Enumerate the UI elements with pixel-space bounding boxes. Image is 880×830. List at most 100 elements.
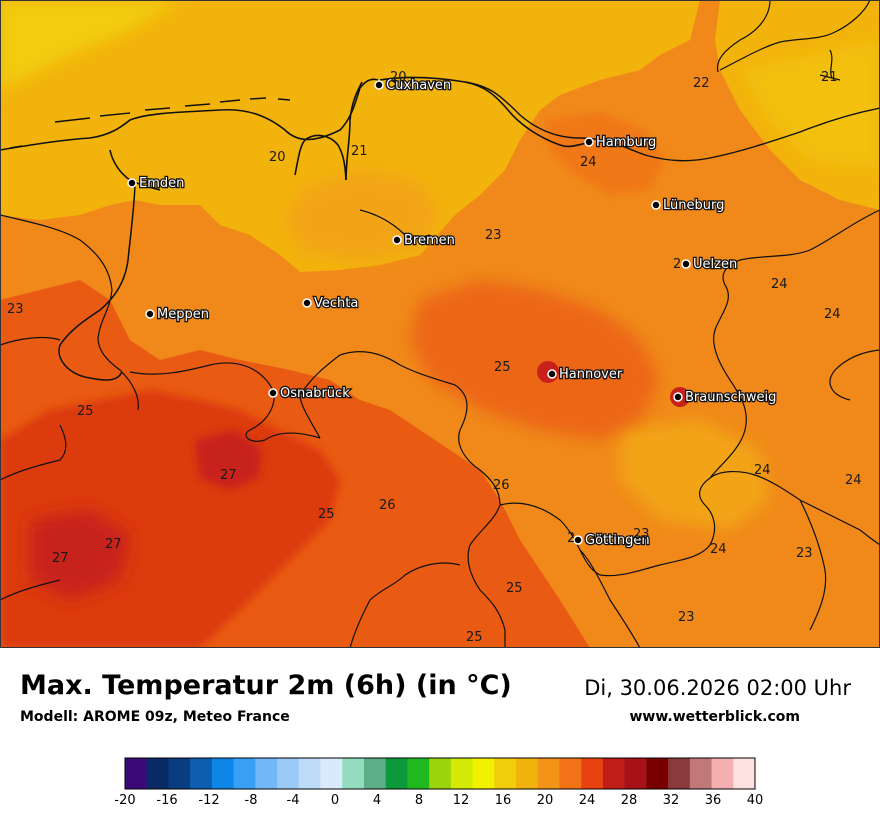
legend-color-segment	[602, 758, 626, 789]
legend-tick-label: 4	[373, 793, 381, 808]
temperature-value: 24	[754, 463, 771, 478]
border-line	[467, 544, 506, 648]
temperature-value: 25	[506, 581, 523, 596]
city-marker[interactable]: Meppen	[145, 306, 210, 323]
legend-color-segment	[233, 758, 256, 789]
legend-color-segment	[298, 758, 322, 789]
legend-color-segment	[668, 758, 691, 789]
temperature-value: 25	[466, 630, 483, 645]
coastline	[0, 78, 379, 151]
temperature-zone-hamburg	[545, 112, 665, 195]
city-label: Uelzen	[693, 257, 737, 272]
elbe-river	[464, 81, 880, 162]
temperature-value: 26	[379, 498, 396, 513]
border-line	[499, 471, 880, 577]
legend-color-segment	[711, 758, 734, 789]
legend-tick-label: -20	[114, 793, 135, 808]
temperature-value: 23	[678, 610, 695, 625]
city-dot	[392, 235, 402, 245]
legend-color-segment	[429, 758, 452, 789]
border-line	[299, 350, 501, 546]
legend-tick-label: 40	[747, 793, 764, 808]
legend-color-segment	[146, 758, 169, 789]
city-marker[interactable]: Cuxhaven	[374, 77, 452, 94]
map-canvas: Cuxhaven Hamburg Emden Lüneburg Bremen U…	[0, 0, 880, 648]
temperature-value: 23	[796, 546, 813, 561]
legend-tick-label: 32	[663, 793, 680, 808]
border-line	[819, 49, 841, 81]
weser-river	[359, 209, 431, 239]
border-line	[0, 214, 139, 411]
legend-color-segment	[255, 758, 278, 789]
legend-color-segment	[689, 758, 713, 789]
city-label: Vechta	[314, 296, 358, 311]
city-label: Meppen	[157, 307, 209, 322]
legend-color-segment	[472, 758, 495, 789]
city-marker[interactable]: Emden	[127, 175, 186, 192]
city-marker[interactable]: Uelzen	[681, 256, 738, 273]
website-link[interactable]: www.wetterblick.com	[629, 709, 801, 725]
legend-tick-label: -4	[287, 793, 300, 808]
temperature-value: 23	[7, 302, 24, 317]
legend-tick-label: 28	[621, 793, 638, 808]
legend-ticks: -20 -16 -12 -8 -4 0 4 8 12 16 20 24 28 32 36 40	[114, 793, 763, 808]
legend-tick-label: -16	[156, 793, 177, 808]
page-title: Max. Temperatur 2m (6h) (in °C)	[20, 670, 512, 701]
city-marker[interactable]: Osnabrück	[268, 385, 351, 402]
city-dot	[651, 200, 661, 210]
temperature-value: 23	[633, 527, 650, 542]
temperature-value: 2	[567, 531, 575, 546]
city-label: Hamburg	[596, 135, 656, 150]
legend-tick-label: 24	[579, 793, 596, 808]
temperature-zone-north-bright	[0, 0, 180, 90]
coastline	[294, 134, 347, 181]
legend-color-segment	[168, 758, 191, 789]
city-dot	[374, 80, 384, 90]
legend-color-segment	[211, 758, 235, 789]
temperature-value: 24	[845, 473, 862, 488]
city-marker[interactable]: Lüneburg	[651, 197, 726, 214]
temperature-zone-northeast-inner	[740, 40, 880, 170]
border-line	[579, 549, 641, 648]
temperature-value: 25	[77, 404, 94, 419]
city-label: Braunschweig	[685, 390, 776, 405]
legend-color-segment	[559, 758, 582, 789]
legend-color-segment	[320, 758, 343, 789]
legend-color-segment	[363, 758, 387, 789]
temperature-value: 24	[580, 155, 597, 170]
border-line	[716, 0, 771, 73]
temperature-value: 21	[821, 70, 838, 85]
temperature-value: 26	[493, 478, 510, 493]
model-info: Modell: AROME 09z, Meteo France	[20, 709, 290, 725]
forecast-datetime: Di, 30.06.2026 02:00 Uhr	[584, 676, 851, 700]
temperature-value: 20	[269, 150, 286, 165]
legend-tick-label: -12	[198, 793, 219, 808]
legend-color-segment	[516, 758, 539, 789]
temperature-value: 22	[693, 76, 710, 91]
temperature-zone-east-yellow	[620, 420, 770, 530]
legend-bar	[124, 757, 756, 790]
temperature-value: 24	[710, 542, 727, 557]
legend-color-segment	[385, 758, 408, 789]
city-marker[interactable]: Göttingen	[573, 532, 651, 549]
temperature-zone-hotspot-southwest	[30, 510, 130, 600]
legend-color-segment	[537, 758, 560, 789]
temperature-value: 27	[105, 537, 122, 552]
city-label: Cuxhaven	[386, 78, 451, 93]
legend-color-segment	[494, 758, 517, 789]
city-label: Bremen	[404, 233, 455, 248]
legend-color-segment	[733, 758, 756, 789]
legend-tick-label: 12	[453, 793, 470, 808]
city-marker[interactable]: Braunschweig	[673, 389, 778, 406]
legend-color-segment	[342, 758, 365, 789]
coastline	[379, 76, 591, 148]
border-line	[0, 336, 61, 346]
border-line	[719, 0, 871, 71]
coastline	[109, 149, 161, 191]
city-marker[interactable]: Hamburg	[584, 134, 658, 151]
city-marker[interactable]: Bremen	[392, 232, 456, 249]
city-marker[interactable]: Hannover	[547, 366, 624, 383]
city-marker[interactable]: Vechta	[302, 295, 360, 312]
border-line	[0, 424, 67, 481]
color-scale-legend: -20 -16 -12 -8 -4 0 4 8 12 16 20 24 28 32 36 40	[114, 757, 763, 808]
